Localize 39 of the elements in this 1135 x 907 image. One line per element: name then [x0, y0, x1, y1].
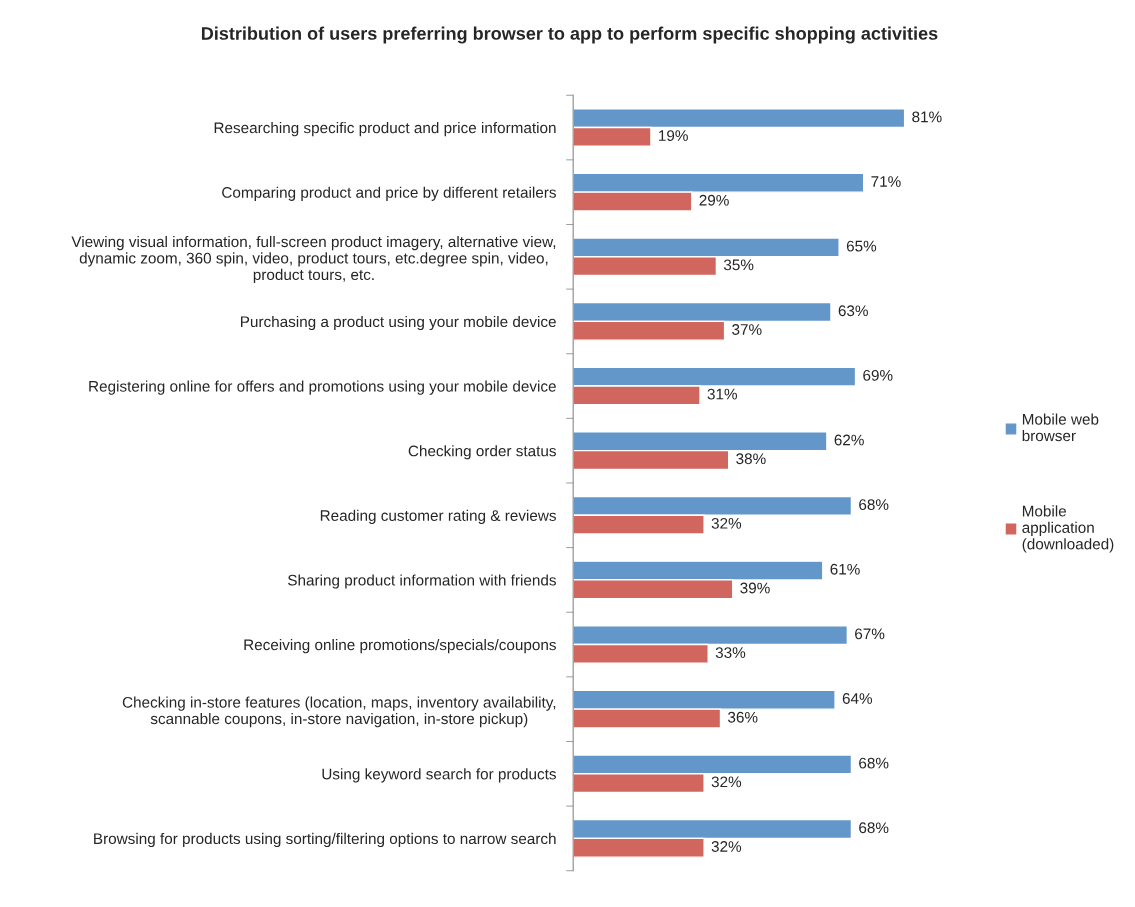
- data-label: 68%: [859, 757, 889, 769]
- data-label: 64%: [842, 693, 873, 704]
- data-label: 29%: [699, 194, 729, 206]
- data-label: 62%: [834, 434, 864, 446]
- y-tick-label: Registering online for offers and promotions using your mobile device: [89, 380, 556, 395]
- legend-label: Mobile application (downloaded): [1022, 505, 1114, 553]
- data-label: 35%: [723, 259, 754, 271]
- y-tick-label: Receiving online promotions/specials/coupons: [244, 639, 556, 654]
- y-tick-label: Comparing product and price by different retailers: [222, 186, 556, 201]
- data-label: 33%: [715, 647, 746, 659]
- y-tick-label: Checking in-store features (location, maps, inventory availability, scannable coupons, in-store navigation, in-store pickup): [122, 696, 556, 728]
- data-label: 63%: [838, 305, 868, 317]
- y-tick-label: Checking order status: [408, 445, 556, 460]
- data-label: 69%: [863, 369, 893, 381]
- data-label: 31%: [707, 388, 738, 400]
- y-tick-label: Purchasing a product using your mobile device: [241, 315, 556, 331]
- data-label: 36%: [728, 711, 758, 723]
- data-label: 32%: [711, 776, 742, 788]
- data-label: 61%: [830, 563, 860, 575]
- legend-label: Mobile web browser: [1022, 413, 1099, 442]
- data-label: 67%: [855, 628, 885, 640]
- y-tick-label: Sharing product information with friends: [288, 574, 556, 589]
- data-label: 32%: [711, 517, 742, 529]
- chart-title: Distribution of users preferring browser to app to perform specific shopping activities: [201, 26, 938, 44]
- y-tick-label: Researching specific product and price information: [214, 122, 556, 137]
- y-tick-label: Reading customer rating & reviews: [320, 509, 556, 524]
- data-label: 39%: [740, 582, 770, 594]
- data-label: 65%: [846, 240, 877, 252]
- data-label: 68%: [859, 499, 889, 511]
- data-label: 81%: [912, 111, 942, 123]
- data-label: 32%: [711, 841, 742, 852]
- y-tick-label: Browsing for products using sorting/filtering options to narrow search: [94, 832, 556, 848]
- y-tick-label: Using keyword search for products: [322, 768, 556, 783]
- y-tick-label: Viewing visual information, full-screen product imagery, alternative view, dynamic zoom, 360 spin, video, product tours, etc.degree spin, video, product tours, etc.: [71, 235, 556, 284]
- data-label: 71%: [871, 176, 901, 187]
- data-label: 19%: [659, 130, 688, 142]
- data-label: 37%: [732, 324, 762, 335]
- data-label: 38%: [736, 453, 766, 465]
- data-label: 68%: [859, 822, 889, 834]
